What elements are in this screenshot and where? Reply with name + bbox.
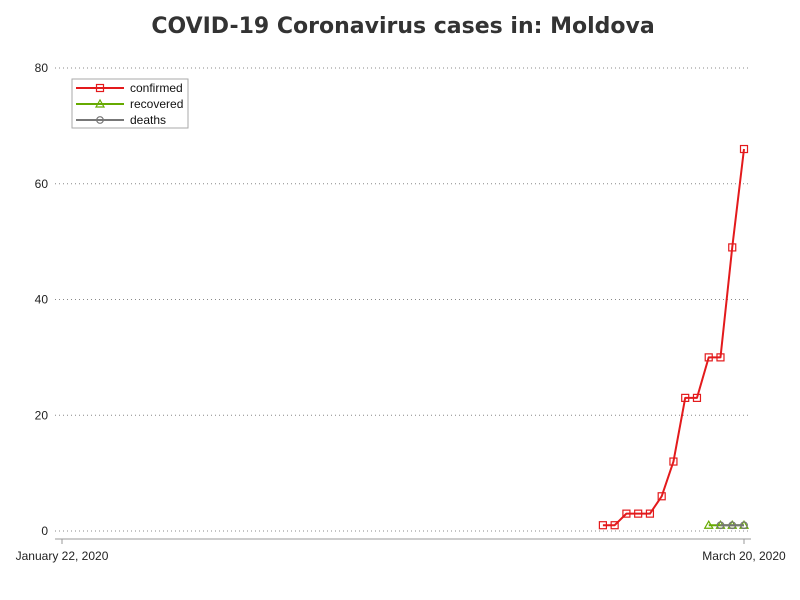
confirmed-point-2020-03-08 [598, 521, 607, 530]
confirmed-point-2020-03-10 [622, 509, 631, 518]
legend-item-confirmed: confirmed [76, 81, 183, 95]
confirmed-point-2020-03-15 [681, 393, 690, 402]
confirmed-point-2020-03-19 [728, 243, 737, 252]
legend-item-deaths: deaths [76, 113, 166, 127]
series-deaths [716, 521, 748, 530]
legend-item-recovered: recovered [76, 97, 183, 111]
confirmed-point-2020-03-12 [645, 509, 655, 518]
y-tick-label-20: 20 [35, 408, 49, 422]
confirmed-line [602, 148, 745, 527]
legend-marker-deaths [96, 116, 104, 124]
x-tick-label-1: March 20, 2020 [702, 549, 786, 563]
legend-marker-confirmed [95, 83, 105, 93]
y-tick-label-80: 80 [35, 61, 49, 75]
confirmed-point-2020-03-09 [610, 521, 619, 530]
y-tick-label-60: 60 [35, 177, 49, 191]
confirmed-point-2020-03-14 [669, 457, 678, 466]
confirmed-point-2020-03-16 [692, 393, 702, 402]
gridlines [55, 67, 751, 532]
axes: 0 20 40 60 80 January 22, 2020 March 20, 2020 [16, 61, 786, 563]
legend-label-deaths: deaths [130, 113, 166, 127]
confirmed-point-2020-03-13 [657, 492, 666, 501]
y-tick-label-0: 0 [41, 524, 48, 538]
deaths-point-2020-03-18 [716, 521, 725, 530]
recovered-point-2020-03-17 [703, 520, 714, 529]
legend-label-confirmed: confirmed [130, 81, 183, 95]
confirmed-point-2020-03-17 [704, 353, 713, 362]
series-layer [598, 144, 750, 530]
legend: confirmed recovered deaths [71, 78, 189, 129]
deaths-point-2020-03-19 [728, 521, 737, 530]
legend-marker-recovered [94, 98, 106, 108]
confirmed-point-2020-03-11 [634, 509, 643, 518]
confirmed-point-2020-03-20 [739, 144, 749, 154]
chart-title: COVID-19 Coronavirus cases in: Moldova [151, 14, 654, 39]
deaths-point-2020-03-20 [740, 521, 748, 530]
confirmed-point-2020-03-18 [716, 353, 725, 362]
legend-label-recovered: recovered [130, 97, 183, 111]
series-confirmed [598, 144, 749, 530]
y-tick-label-40: 40 [35, 293, 49, 307]
x-tick-label-0: January 22, 2020 [16, 549, 109, 563]
